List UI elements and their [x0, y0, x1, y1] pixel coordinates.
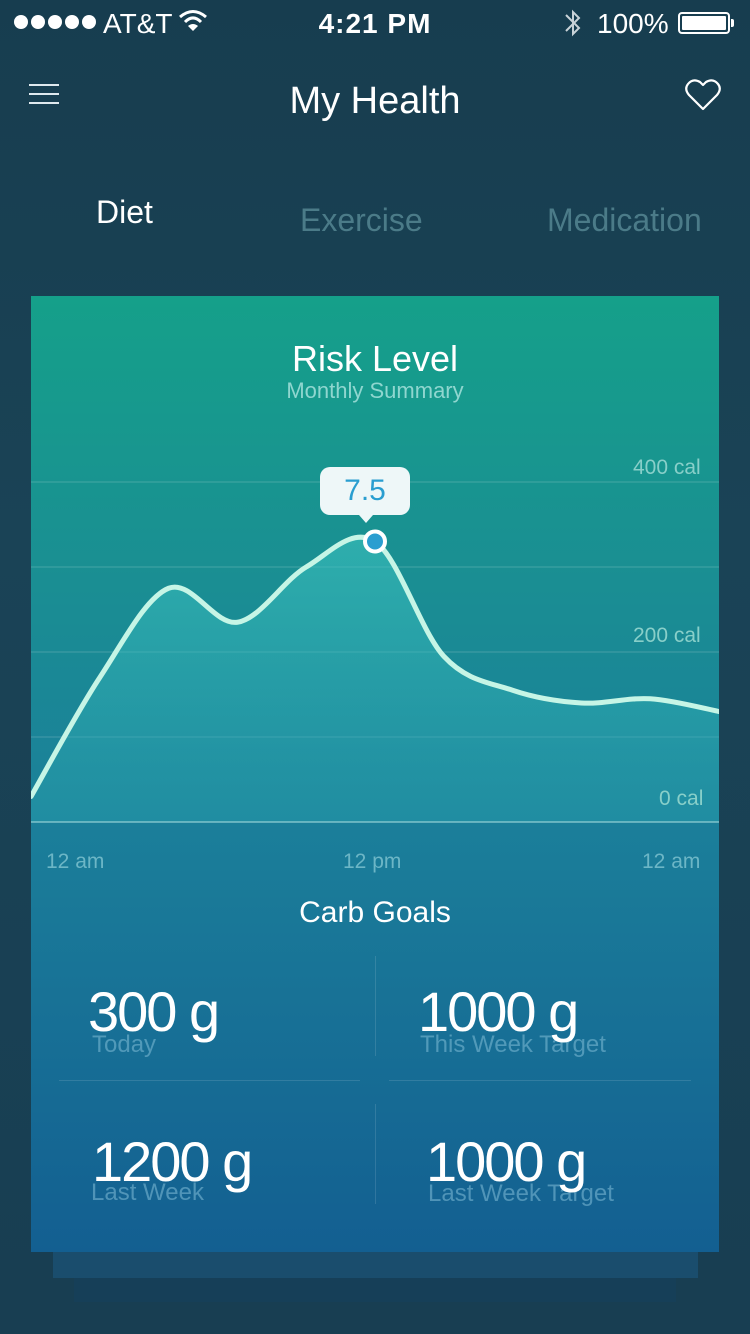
- divider: [389, 1080, 691, 1081]
- page-title: My Health: [0, 80, 750, 123]
- highlight-point[interactable]: [365, 532, 385, 552]
- x-tick-label: 12 am: [642, 850, 700, 874]
- card-stack-middle: [53, 1250, 698, 1278]
- goal-value: 1000 g: [418, 979, 577, 1044]
- goal-value: 300 g: [88, 979, 218, 1044]
- status-bar: AT&T 4:21 PM 100%: [0, 0, 750, 48]
- y-tick-label: 0 cal: [659, 787, 703, 811]
- heart-icon[interactable]: [684, 78, 722, 112]
- divider: [375, 956, 376, 1056]
- tab-medication[interactable]: Medication: [547, 202, 702, 239]
- tab-diet[interactable]: Diet: [96, 194, 153, 231]
- goal-value: 1200 g: [92, 1129, 251, 1194]
- y-tick-label: 400 cal: [633, 456, 701, 480]
- value-tooltip: 7.5: [320, 467, 410, 515]
- chart-area: [31, 537, 719, 822]
- risk-chart: [31, 296, 719, 856]
- goal-value: 1000 g: [426, 1129, 585, 1194]
- y-tick-label: 200 cal: [633, 624, 701, 648]
- divider: [375, 1104, 376, 1204]
- tab-exercise[interactable]: Exercise: [300, 202, 423, 239]
- x-tick-label: 12 pm: [343, 850, 401, 874]
- carb-goals-title: Carb Goals: [31, 896, 719, 930]
- risk-level-card: Risk Level Monthly Summary 400 cal 200 c…: [31, 296, 719, 1252]
- battery-icon: [678, 12, 730, 34]
- x-tick-label: 12 am: [46, 850, 104, 874]
- battery-percentage: 100%: [597, 8, 669, 40]
- divider: [59, 1080, 360, 1081]
- bluetooth-icon: [562, 6, 584, 47]
